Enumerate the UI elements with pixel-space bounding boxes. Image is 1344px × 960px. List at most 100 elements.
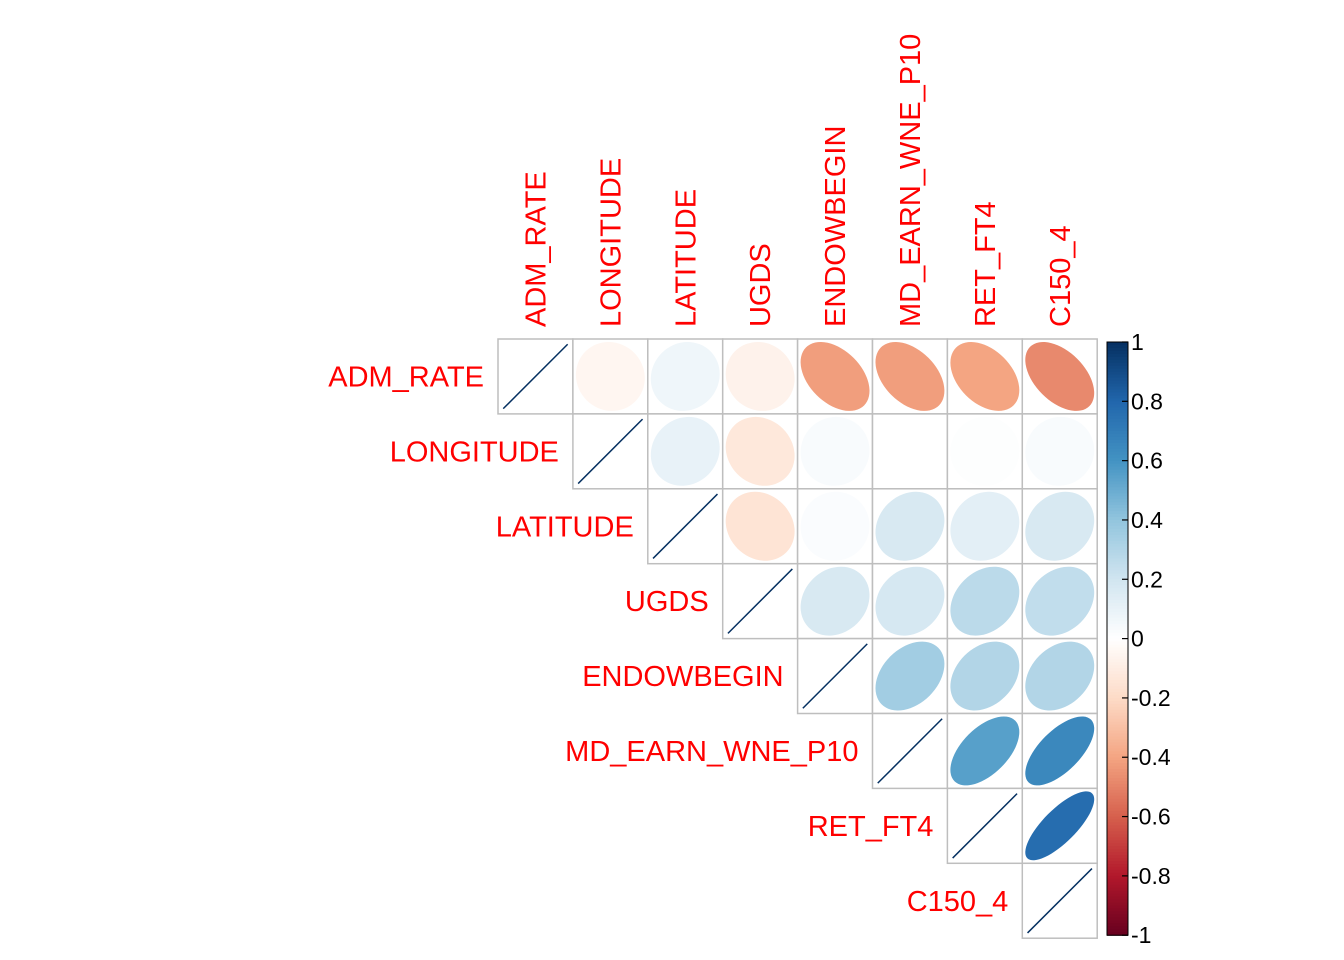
col-label-MD_EARN_WNE_P10: MD_EARN_WNE_P10 [895, 34, 927, 327]
ellipse-ADM_RATE-UGDS [725, 341, 795, 411]
colorbar-segment [1107, 383, 1128, 388]
colorbar-segment [1107, 881, 1128, 886]
ellipse-MD_EARN_WNE_P10-C150_4 [1025, 716, 1095, 786]
colorbar-segment [1107, 677, 1128, 681]
colorbar-segment [1107, 368, 1128, 373]
colorbar-segment [1107, 908, 1128, 913]
colorbar-segment [1107, 359, 1128, 364]
colorbar-segment [1107, 739, 1128, 744]
colorbar-segment [1107, 493, 1128, 497]
colorbar-segment [1107, 582, 1128, 586]
colorbar-segment [1107, 588, 1128, 592]
colorbar-segment [1107, 410, 1128, 414]
colorbar-tick-label: 0 [1131, 626, 1144, 652]
colorbar-segment [1107, 525, 1128, 530]
colorbar-tick-label: -0.8 [1131, 863, 1171, 889]
colorbar-segment [1107, 442, 1128, 447]
colorbar-segment [1107, 896, 1128, 901]
colorbar-segment [1107, 422, 1128, 426]
colorbar-segment [1107, 514, 1128, 518]
colorbar-segment [1107, 712, 1128, 717]
colorbar-segment [1107, 436, 1128, 441]
colorbar-segment [1107, 549, 1128, 554]
colorbar-segment [1107, 496, 1128, 500]
colorbar-segment [1107, 783, 1128, 788]
colorbar-segment [1107, 472, 1128, 477]
colorbar-segment [1107, 380, 1128, 385]
ellipse-UGDS-RET_FT4 [950, 566, 1020, 636]
colorbar-segment [1107, 757, 1128, 761]
colorbar-segment [1107, 374, 1128, 379]
colorbar-segment [1107, 866, 1128, 871]
colorbar-segment [1107, 840, 1128, 844]
colorbar-segment [1107, 644, 1128, 649]
colorbar-segment [1107, 439, 1128, 444]
row-label-ADM_RATE: ADM_RATE [328, 361, 484, 393]
colorbar-segment [1107, 914, 1128, 919]
colorbar-segment [1107, 858, 1128, 862]
colorbar-segment [1107, 780, 1128, 785]
colorbar-segment [1107, 852, 1128, 856]
colorbar-segment [1107, 828, 1128, 832]
col-label-UGDS: UGDS [745, 243, 777, 327]
colorbar-segment [1107, 350, 1128, 355]
colorbar-segment [1107, 724, 1128, 729]
colorbar-segment [1107, 745, 1128, 749]
colorbar-segment [1107, 463, 1128, 468]
colorbar-segment [1107, 899, 1128, 904]
diagonal-lines [502, 343, 1093, 934]
col-label-C150_4: C150_4 [1045, 225, 1077, 327]
colorbar-segment [1107, 534, 1128, 539]
colorbar-segment [1107, 392, 1128, 396]
colorbar-tick-label: -0.4 [1131, 744, 1171, 770]
colorbar-segment [1107, 413, 1128, 417]
col-label-ADM_RATE: ADM_RATE [520, 171, 552, 327]
colorbar-segment [1107, 760, 1128, 764]
colorbar-segment [1107, 638, 1128, 643]
colorbar-segment [1107, 617, 1128, 622]
colorbar-segment [1107, 822, 1128, 827]
diagonal-line-RET_FT4 [952, 793, 1018, 859]
colorbar-segment [1107, 819, 1128, 824]
colorbar-tick-label: -1 [1131, 922, 1151, 948]
colorbar-segment [1107, 706, 1128, 711]
colorbar-segment [1107, 807, 1128, 812]
colorbar-segment [1107, 798, 1128, 803]
colorbar-segment [1107, 837, 1128, 841]
colorbar-segment [1107, 709, 1128, 714]
colorbar-segment [1107, 872, 1128, 877]
colorbar-segment [1107, 600, 1128, 604]
colorbar-segment [1107, 766, 1128, 770]
ellipse-ADM_RATE-LONGITUDE [575, 341, 645, 411]
colorbar-segment [1107, 457, 1128, 462]
colorbar-segment [1107, 419, 1128, 423]
colorbar-segment [1107, 748, 1128, 752]
colorbar-segment [1107, 428, 1128, 432]
colorbar-segment [1107, 884, 1128, 889]
ellipse-LONGITUDE-UGDS [725, 416, 795, 486]
colorbar-segment [1107, 795, 1128, 800]
colorbar-segment [1107, 778, 1128, 782]
colorbar-segment [1107, 398, 1128, 402]
row-labels: ADM_RATE LONGITUDE LATITUDE UGDS ENDOWBEGIN M… [328, 361, 1008, 917]
row-label-UGDS: UGDS [625, 586, 709, 618]
colorbar-segment [1107, 718, 1128, 723]
colorbar-segment [1107, 478, 1128, 483]
colorbar-segment [1107, 668, 1128, 672]
colorbar-segment [1107, 576, 1128, 580]
colorbar-segment [1107, 404, 1128, 408]
colorbar-segment [1107, 665, 1128, 669]
ellipse-ENDOWBEGIN-MD_EARN_WNE_P10 [875, 641, 945, 711]
colorbar-segment [1107, 680, 1128, 684]
colorbar-segment [1107, 585, 1128, 589]
colorbar-segment [1107, 786, 1128, 791]
colorbar-segment [1107, 347, 1128, 352]
colorbar-segment [1107, 700, 1128, 705]
ellipse-ADM_RATE-ENDOWBEGIN [800, 341, 870, 411]
colorbar-segment [1107, 629, 1128, 634]
colorbar-tick-label: -0.6 [1131, 804, 1171, 830]
colorbar-segment [1107, 843, 1128, 847]
colorbar-segment [1107, 816, 1128, 821]
colorbar-segment [1107, 671, 1128, 675]
colorbar-segment [1107, 878, 1128, 883]
